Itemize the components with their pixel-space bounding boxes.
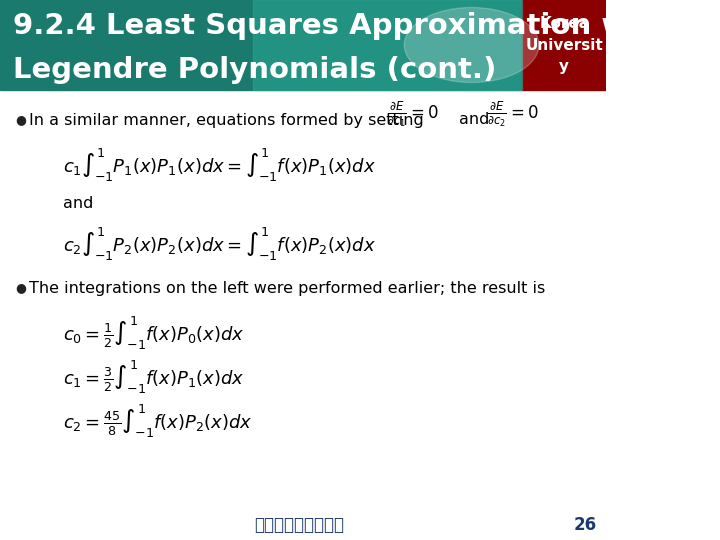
Text: 음성정보처리연구실: 음성정보처리연구실 [254,516,344,534]
Text: $c_0 = \frac{1}{2}\int_{-1}^{1}f(x)P_0(x)dx$: $c_0 = \frac{1}{2}\int_{-1}^{1}f(x)P_0(x… [63,314,245,352]
Text: In a similar manner, equations formed by setting: In a similar manner, equations formed by… [30,112,424,127]
Bar [522,0,606,90]
Ellipse shape [404,8,539,83]
Text: $c_2 = \frac{45}{8}\int_{-1}^{1}f(x)P_2(x)dx$: $c_2 = \frac{45}{8}\int_{-1}^{1}f(x)P_2(… [63,402,253,440]
Text: and: and [63,195,94,211]
Text: 9.2.4 Least Squares Approximation with: 9.2.4 Least Squares Approximation with [13,12,672,40]
Text: The integrations on the left were performed earlier; the result is: The integrations on the left were perfor… [30,280,546,295]
Text: $c_2\int_{-1}^{1}P_2(x)P_2(x)dx = \int_{-1}^{1}f(x)P_2(x)dx$: $c_2\int_{-1}^{1}P_2(x)P_2(x)dx = \int_{… [63,226,377,262]
Text: $c_1\int_{-1}^{1}P_1(x)P_1(x)dx = \int_{-1}^{1}f(x)P_1(x)dx$: $c_1\int_{-1}^{1}P_1(x)P_1(x)dx = \int_{… [63,146,377,184]
Text: $c_1 = \frac{3}{2}\int_{-1}^{1}f(x)P_1(x)dx$: $c_1 = \frac{3}{2}\int_{-1}^{1}f(x)P_1(x… [63,359,245,395]
Text: and: and [459,112,490,127]
Text: ●: ● [15,113,26,126]
Text: $\frac{\partial E}{\partial c_2} = 0$: $\frac{\partial E}{\partial c_2} = 0$ [487,99,539,129]
Text: $\frac{\partial E}{\partial c_1} = 0$: $\frac{\partial E}{\partial c_1} = 0$ [387,99,439,129]
Text: Korea
Universit
y: Korea Universit y [526,17,603,73]
Bar [253,0,522,90]
Bar [0,0,522,90]
Text: 26: 26 [574,516,597,534]
Text: ●: ● [15,281,26,294]
Text: Legendre Polynomials (cont.): Legendre Polynomials (cont.) [13,56,496,84]
